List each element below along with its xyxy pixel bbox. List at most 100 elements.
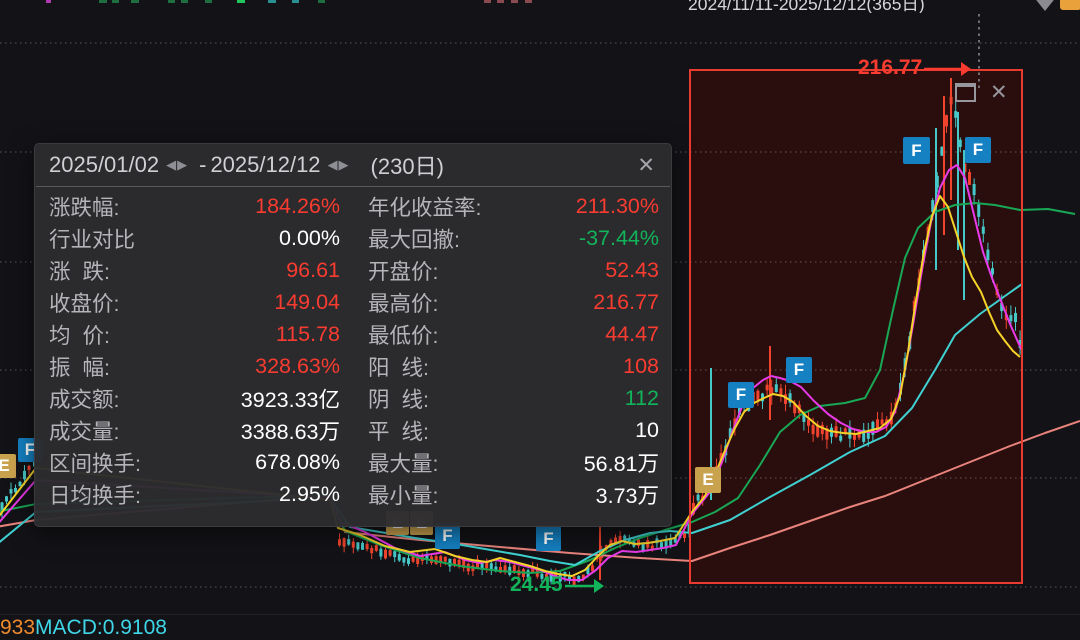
- event-badge-f[interactable]: F: [965, 137, 991, 163]
- stats-row: 均 价: 115.78 最低价: 44.47: [35, 318, 671, 350]
- event-badge-f[interactable]: F: [903, 137, 930, 164]
- stat-label: 年化收益率:: [368, 195, 482, 220]
- previous-range-text: 2024/11/11-2025/12/12(365日): [688, 0, 927, 13]
- clipped-text-fragment: [292, 0, 299, 3]
- indicator-footer: 933MACD:0.9108: [0, 614, 1080, 640]
- stat-label: 最大回撤:: [368, 227, 460, 252]
- event-badge-f[interactable]: F: [728, 382, 754, 408]
- indicator-prefix: 933: [0, 616, 36, 639]
- stat-value: 3388.63万: [240, 419, 340, 444]
- event-badge-f[interactable]: F: [786, 357, 812, 383]
- stat-label: 最低价:: [368, 323, 439, 348]
- stat-value: 211.30%: [575, 193, 659, 218]
- selection-controls: ✕: [955, 80, 1008, 104]
- day-count: (230日): [370, 154, 444, 179]
- event-badge-e[interactable]: E: [0, 454, 16, 478]
- start-date: 2025/01/02: [49, 152, 160, 177]
- stats-rows: 涨跌幅: 184.26% 年化收益率: 211.30% 行业对比 0.00% 最大回撤: -3…: [35, 187, 671, 510]
- clipped-text-fragment: [205, 0, 212, 3]
- clipped-text-fragment: [318, 0, 325, 3]
- stats-row: 日均换手: 2.95% 最小量: 3.73万: [35, 478, 671, 510]
- divider: [0, 614, 1080, 615]
- stat-label: 振 幅:: [49, 355, 110, 380]
- caret-down-icon[interactable]: [1033, 0, 1057, 11]
- corner-button[interactable]: [1060, 0, 1080, 10]
- stat-label: 收盘价:: [49, 291, 120, 316]
- stat-value: 112: [624, 385, 659, 410]
- clipped-text-fragment: [484, 0, 491, 3]
- end-date: 2025/12/12: [210, 152, 321, 177]
- clipped-text-fragment: [112, 0, 119, 3]
- stat-value: 0.00%: [279, 225, 340, 250]
- stat-label: 开盘价:: [368, 259, 439, 284]
- clipped-text-fragment: [511, 0, 518, 3]
- stat-value: 678.08%: [255, 449, 340, 474]
- stat-value: 184.26%: [255, 193, 340, 218]
- clipped-text-fragment: [497, 0, 504, 3]
- clipped-text-fragment: [168, 0, 175, 3]
- stat-label: 最小量:: [368, 483, 439, 508]
- stat-value: 2.95%: [279, 481, 340, 506]
- stat-value: 328.63%: [255, 353, 340, 378]
- clipped-text-fragment: [181, 0, 188, 3]
- stats-row: 成交量: 3388.63万 平 线: 10: [35, 414, 671, 446]
- stat-value: 96.61: [286, 257, 340, 282]
- stat-value: 10: [635, 417, 659, 442]
- stat-label: 行业对比: [49, 227, 136, 252]
- clipped-text-fragment: [268, 0, 276, 3]
- stat-value: 52.43: [605, 257, 659, 282]
- stat-label: 阴 线:: [368, 387, 429, 412]
- clipped-text-fragment: [131, 0, 139, 3]
- event-badge-f[interactable]: F: [435, 523, 460, 549]
- stat-label: 区间换手:: [49, 451, 141, 476]
- clipped-text-fragment: [525, 0, 532, 3]
- panel-close-button[interactable]: ✕: [637, 153, 655, 177]
- stat-value: 115.78: [275, 321, 340, 346]
- stats-row: 行业对比 0.00% 最大回撤: -37.44%: [35, 222, 671, 254]
- arrow-right-icon: [564, 579, 604, 593]
- stat-label: 最大量:: [368, 451, 439, 476]
- stat-label: 平 线:: [368, 419, 429, 444]
- end-date-stepper[interactable]: ◀▶: [327, 157, 350, 172]
- clipped-text-fragment: [99, 0, 107, 3]
- stat-label: 涨跌幅:: [49, 195, 120, 220]
- low-price-annotation: 24.45: [510, 573, 605, 597]
- stat-value: 44.47: [605, 321, 659, 346]
- selection-close-icon[interactable]: ✕: [990, 80, 1008, 104]
- clipped-text-fragment: [46, 0, 51, 3]
- stats-row: 成交额: 3923.33亿 阴 线: 112: [35, 382, 671, 414]
- stat-value: 108: [623, 353, 659, 378]
- macd-value[interactable]: MACD:0.9108: [35, 616, 167, 639]
- restore-window-icon[interactable]: [955, 83, 976, 102]
- stat-value: 3923.33亿: [240, 387, 340, 412]
- panel-header: 2025/01/02 ◀▶ - 2025/12/12 ◀▶ (230日) ✕: [35, 144, 671, 186]
- stat-label: 成交量:: [49, 419, 120, 444]
- stats-row: 收盘价: 149.04 最高价: 216.77: [35, 286, 671, 318]
- stat-label: 阳 线:: [368, 355, 429, 380]
- interval-stats-panel: 2025/01/02 ◀▶ - 2025/12/12 ◀▶ (230日) ✕ 涨…: [34, 143, 672, 527]
- arrow-right-icon: [924, 62, 972, 76]
- stats-row: 振 幅: 328.63% 阳 线: 108: [35, 350, 671, 382]
- date-separator: -: [199, 152, 207, 177]
- stats-row: 涨跌幅: 184.26% 年化收益率: 211.30%: [35, 190, 671, 222]
- stat-value: 3.73万: [595, 483, 659, 508]
- high-price-label: 216.77: [858, 56, 923, 79]
- start-date-stepper[interactable]: ◀▶: [166, 157, 189, 172]
- clipped-text-fragment: [237, 0, 245, 3]
- divider: [36, 186, 670, 187]
- low-price-label: 24.45: [510, 573, 563, 596]
- stat-value: 56.81万: [583, 451, 659, 476]
- event-badge-e[interactable]: E: [695, 467, 721, 493]
- high-price-annotation: 216.77: [858, 56, 972, 80]
- stat-label: 日均换手:: [49, 483, 141, 508]
- stat-value: 216.77: [593, 289, 659, 314]
- stat-label: 成交额:: [49, 387, 120, 412]
- stat-value: -37.44%: [578, 225, 659, 250]
- stats-row: 区间换手: 678.08% 最大量: 56.81万: [35, 446, 671, 478]
- stat-label: 涨 跌:: [49, 259, 110, 284]
- event-badge-f[interactable]: F: [536, 526, 561, 551]
- previous-range-label[interactable]: 2024/11/11-2025/12/12(365日): [688, 0, 927, 13]
- stats-row: 涨 跌: 96.61 开盘价: 52.43: [35, 254, 671, 286]
- stat-label: 最高价:: [368, 291, 439, 316]
